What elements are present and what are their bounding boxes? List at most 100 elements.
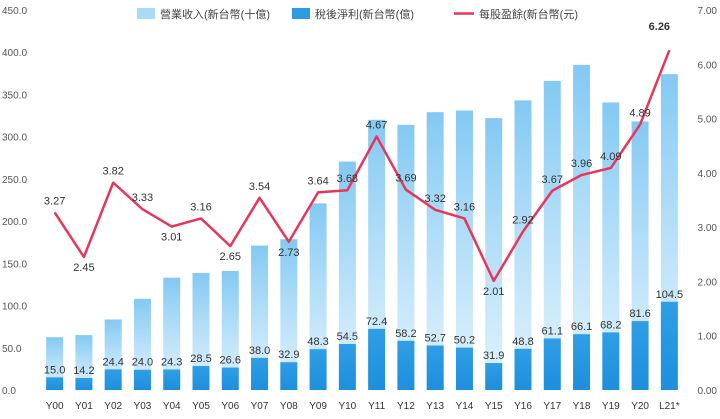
y-left-tick-label: 450.0 bbox=[2, 6, 27, 17]
y-left-tick-label: 50.0 bbox=[2, 344, 22, 355]
net-income-label: 68.2 bbox=[600, 319, 621, 331]
revenue-bar bbox=[514, 100, 532, 390]
eps-label: 2.73 bbox=[278, 247, 299, 259]
x-tick-label: Y11 bbox=[368, 401, 385, 412]
x-tick-label: Y04 bbox=[163, 401, 181, 412]
eps-label: 3.64 bbox=[307, 175, 328, 187]
revenue-bar bbox=[426, 112, 444, 390]
x-tick-label: Y14 bbox=[456, 401, 474, 412]
x-tick-label: Y01 bbox=[75, 401, 93, 412]
net-income-label: 54.5 bbox=[337, 331, 358, 343]
net-income-label: 24.4 bbox=[102, 356, 123, 368]
net-income-label: 15.0 bbox=[44, 364, 65, 376]
legend-label-eps: 每股盈餘(新台幣(元) bbox=[479, 7, 578, 21]
net-income-bar bbox=[631, 321, 649, 390]
y-left-tick-label: 200.0 bbox=[2, 217, 27, 228]
eps-label: 3.69 bbox=[395, 173, 416, 185]
revenue-bar bbox=[192, 273, 210, 390]
x-tick-label: Y07 bbox=[251, 401, 269, 412]
net-income-label: 28.5 bbox=[190, 353, 211, 365]
revenue-bar bbox=[75, 335, 93, 390]
x-tick-label: Y17 bbox=[543, 401, 561, 412]
x-tick-label: Y16 bbox=[514, 401, 532, 412]
y-left-tick-label: 150.0 bbox=[2, 259, 27, 270]
y-left-tick-label: 350.0 bbox=[2, 90, 27, 101]
net-income-bar bbox=[104, 369, 122, 390]
legend-swatch-revenue bbox=[137, 8, 155, 19]
net-income-bar bbox=[163, 369, 181, 390]
eps-label: 2.65 bbox=[220, 251, 241, 263]
net-income-bar bbox=[133, 369, 151, 390]
net-income-label: 58.2 bbox=[395, 328, 416, 340]
legend-label-net-income: 稅後淨利(新台幣(億) bbox=[315, 7, 414, 21]
y-left-tick-label: 250.0 bbox=[2, 175, 27, 186]
eps-label: 3.68 bbox=[337, 173, 358, 185]
x-tick-label: Y08 bbox=[280, 401, 298, 412]
y-left-tick-label: 300.0 bbox=[2, 133, 27, 144]
y-right-tick-label: 3.00 bbox=[698, 223, 718, 234]
net-income-label: 48.8 bbox=[512, 336, 533, 348]
x-tick-label: Y19 bbox=[602, 401, 620, 412]
net-income-bar bbox=[338, 343, 356, 390]
eps-line bbox=[53, 49, 671, 283]
net-income-bar bbox=[602, 332, 620, 390]
legend: 營業收入(新台幣(十億) 稅後淨利(新台幣(億) 每股盈餘(新台幣(元) bbox=[137, 7, 578, 21]
net-income-label: 50.2 bbox=[454, 335, 475, 347]
net-income-bar bbox=[75, 378, 93, 390]
net-income-label: 26.6 bbox=[220, 355, 241, 367]
net-income-label: 72.4 bbox=[366, 316, 387, 328]
revenue-bar bbox=[455, 110, 473, 390]
y-right-tick-label: 4.00 bbox=[698, 169, 718, 180]
y-right-tick-label: 6.00 bbox=[698, 60, 718, 71]
eps-label: 4.67 bbox=[366, 119, 387, 131]
net-income-bar bbox=[485, 363, 503, 390]
x-tick-label: L21* bbox=[659, 401, 680, 412]
revenue-bar bbox=[543, 80, 561, 390]
eps-label: 3.16 bbox=[454, 201, 475, 213]
eps-label: 3.54 bbox=[249, 181, 270, 193]
y-axis-left: 0.0 50.0 100.0 150.0 200.0 250.0 300.0 350.0 400… bbox=[2, 6, 27, 397]
net-income-label: 31.9 bbox=[483, 350, 504, 362]
net-income-bar bbox=[46, 377, 64, 390]
x-tick-label: Y02 bbox=[104, 401, 122, 412]
eps-label-highlight: 6.26 bbox=[649, 21, 670, 33]
eps-label: 3.16 bbox=[190, 201, 211, 213]
net-income-bar bbox=[543, 338, 561, 390]
net-income-bar bbox=[309, 349, 327, 390]
net-income-bar bbox=[251, 357, 269, 390]
x-axis: Y00 Y01 Y02 Y03 Y04 Y05 Y06 Y07 Y08 Y09 Y10 Y11 Y12 Y… bbox=[46, 401, 680, 412]
y-right-tick-label: 5.00 bbox=[698, 115, 718, 126]
revenue-bar bbox=[368, 119, 386, 391]
x-tick-label: Y00 bbox=[46, 401, 64, 412]
revenue-bar bbox=[309, 203, 327, 390]
eps-label: 3.27 bbox=[44, 195, 65, 207]
eps-line-series: 3.27 2.45 3.82 3.33 3.01 3.16 2.65 3.54 2.73 3.64… bbox=[44, 21, 671, 298]
net-income-bar bbox=[514, 348, 532, 390]
eps-label: 3.96 bbox=[571, 158, 592, 170]
x-tick-label: Y18 bbox=[573, 401, 591, 412]
net-income-label: 24.0 bbox=[132, 357, 153, 369]
net-income-label: 32.9 bbox=[278, 349, 299, 361]
revenue-bar bbox=[163, 277, 181, 390]
net-income-bar bbox=[426, 345, 444, 390]
revenue-bar bbox=[133, 298, 151, 390]
x-tick-label: Y15 bbox=[485, 401, 503, 412]
net-income-bars: 15.0 14.2 24.4 24.0 24.3 28.5 26.6 38.0 32.9 48.3… bbox=[44, 289, 683, 390]
net-income-label: 48.3 bbox=[307, 336, 328, 348]
x-tick-label: Y12 bbox=[397, 401, 415, 412]
net-income-label: 52.7 bbox=[424, 332, 445, 344]
x-tick-label: Y06 bbox=[221, 401, 239, 412]
y-left-tick-label: 0.0 bbox=[2, 386, 16, 397]
x-tick-label: Y13 bbox=[426, 401, 444, 412]
y-left-tick-label: 400.0 bbox=[2, 48, 27, 59]
x-tick-label: Y03 bbox=[134, 401, 152, 412]
x-tick-label: Y05 bbox=[192, 401, 210, 412]
eps-label: 3.32 bbox=[424, 193, 445, 205]
revenue-bar bbox=[280, 239, 298, 390]
net-income-bar bbox=[221, 367, 239, 390]
eps-label: 3.67 bbox=[542, 174, 563, 186]
net-income-bar bbox=[280, 362, 298, 390]
legend-label-revenue: 營業收入(新台幣(十億) bbox=[160, 7, 270, 21]
y-right-tick-label: 1.00 bbox=[698, 332, 718, 343]
